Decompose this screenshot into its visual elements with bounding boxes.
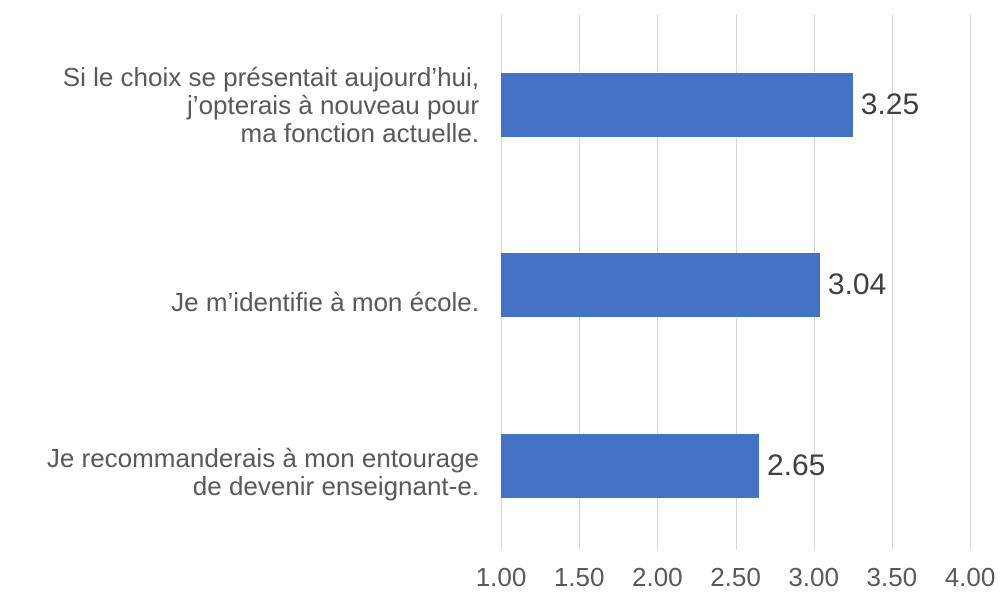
x-axis-tick-label: 4.00 bbox=[944, 562, 996, 592]
category-label: Je m’identifie à mon école. bbox=[171, 287, 479, 317]
category-label: Si le choix se présentait aujourd’hui, j… bbox=[62, 62, 479, 148]
x-axis-tick-label: 2.00 bbox=[632, 562, 683, 592]
x-axis-tick-label: 3.50 bbox=[866, 562, 918, 592]
category-label: Je recommanderais à mon entourage de dev… bbox=[46, 443, 479, 501]
x-axis-tick-label: 3.00 bbox=[788, 562, 839, 592]
x-axis-tick-label: 1.50 bbox=[553, 562, 605, 592]
gridline bbox=[891, 14, 893, 550]
x-axis-tick-label: 2.50 bbox=[710, 562, 761, 592]
gridline bbox=[970, 14, 971, 550]
bar bbox=[501, 73, 853, 137]
bar-value-label: 3.25 bbox=[860, 88, 920, 121]
x-axis-tick-label: 1.00 bbox=[475, 562, 527, 592]
bar-value-label: 3.04 bbox=[827, 268, 887, 301]
bar bbox=[501, 434, 759, 498]
bar-value-label: 2.65 bbox=[766, 449, 826, 482]
bar bbox=[501, 253, 820, 317]
